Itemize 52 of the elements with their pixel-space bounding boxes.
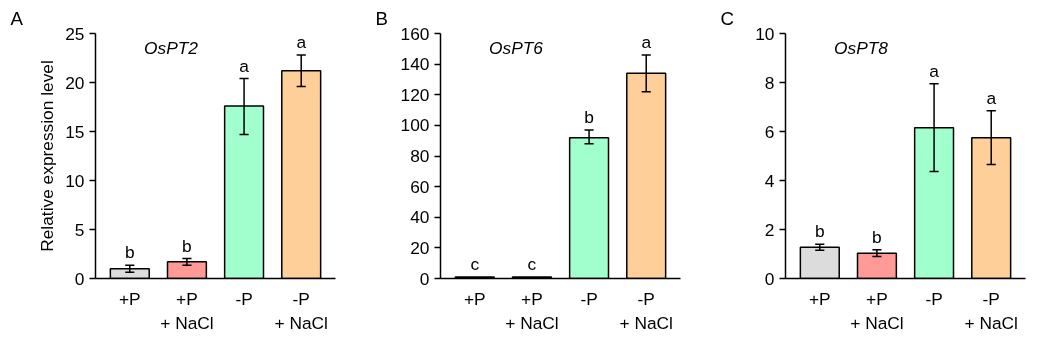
x-tick-label: +P + NaCl — [505, 288, 559, 333]
annotation: a — [239, 55, 250, 76]
x-tick-label: +P + NaCl — [850, 288, 904, 333]
x-tick-label: -P + NaCl — [964, 288, 1018, 333]
annotation: a — [986, 87, 997, 108]
y-tick-label: 120 — [400, 84, 430, 105]
y-tick-label: 6 — [764, 121, 775, 142]
annotation: b — [814, 221, 825, 242]
annotation: c — [527, 253, 537, 274]
y-tick-label: 40 — [410, 207, 430, 228]
y-tick-label: 160 — [400, 23, 430, 44]
annotation: a — [929, 60, 940, 81]
y-tick-label: 0 — [74, 268, 85, 289]
x-tick-label: -P + NaCl — [619, 288, 673, 333]
annotation: b — [124, 242, 135, 263]
x-tick-label: +P — [463, 288, 486, 309]
annotation: c — [470, 253, 480, 274]
y-axis-title: Relative expression level — [37, 60, 58, 252]
y-tick-label: 100 — [400, 115, 430, 136]
x-tick-label: -P — [235, 288, 253, 309]
y-tick-label: 20 — [410, 237, 430, 258]
annotation: b — [872, 226, 882, 247]
chart-subtitle: OsPT8 — [834, 37, 889, 58]
y-tick-label: 140 — [400, 54, 430, 75]
x-tick-label: +P — [808, 288, 831, 309]
annotation: b — [182, 235, 192, 256]
annotation: a — [641, 31, 652, 52]
chart-subtitle: OsPT2 — [144, 37, 199, 58]
x-tick-label: +P — [118, 288, 141, 309]
y-tick-label: 10 — [65, 170, 85, 191]
y-tick-label: 25 — [65, 23, 85, 44]
y-tick-label: 80 — [410, 146, 430, 166]
y-tick-label: 5 — [74, 219, 85, 240]
y-tick-label: 4 — [764, 170, 775, 191]
chart-title: C — [720, 7, 734, 29]
x-tick-label: -P + NaCl — [274, 288, 328, 333]
chart-title: B — [375, 7, 388, 29]
y-tick-label: 0 — [764, 268, 775, 289]
x-tick-label: -P — [925, 288, 943, 309]
y-tick-label: 20 — [65, 72, 85, 93]
x-tick-label: +P + NaCl — [160, 288, 214, 333]
annotation: b — [584, 106, 594, 127]
chart-title: A — [10, 7, 24, 29]
x-tick-label: -P — [580, 288, 598, 309]
annotation: a — [296, 32, 307, 53]
y-tick-label: 15 — [65, 121, 85, 142]
chart-subtitle: OsPT6 — [489, 37, 544, 58]
y-tick-label: 8 — [764, 72, 775, 93]
y-tick-label: 2 — [764, 219, 775, 240]
y-tick-label: 60 — [410, 176, 430, 197]
y-tick-label: 0 — [419, 268, 430, 289]
y-tick-label: 10 — [755, 23, 775, 44]
